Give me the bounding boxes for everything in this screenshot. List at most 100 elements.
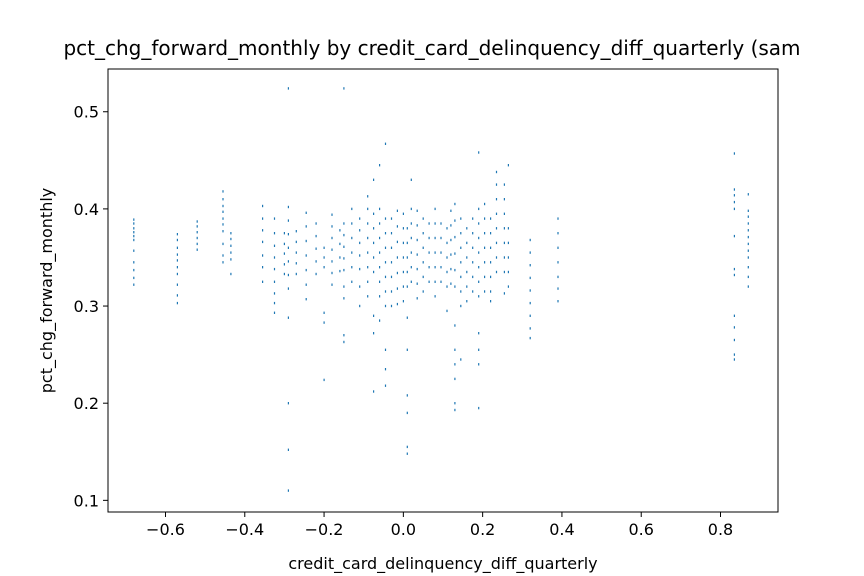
data-point xyxy=(406,411,408,415)
data-point xyxy=(402,270,404,274)
data-point xyxy=(733,200,735,204)
data-point xyxy=(466,270,468,274)
data-point xyxy=(454,268,456,272)
data-point xyxy=(379,207,381,211)
data-point xyxy=(176,246,178,249)
data-point xyxy=(373,212,375,215)
data-point xyxy=(396,209,398,212)
data-point xyxy=(416,282,418,285)
data-point xyxy=(273,292,276,295)
data-point xyxy=(133,231,135,234)
data-point xyxy=(295,230,297,233)
data-point xyxy=(428,222,430,225)
x-tick-label: 0.4 xyxy=(549,520,574,539)
data-point xyxy=(490,275,492,279)
y-axis-ticks: 0.1 0.2 0.3 0.4 0.5 xyxy=(74,103,108,510)
data-point xyxy=(133,222,135,225)
data-point xyxy=(273,244,276,247)
data-point xyxy=(351,251,353,254)
data-point xyxy=(450,224,452,227)
data-point xyxy=(507,270,509,274)
data-point xyxy=(196,220,198,223)
data-point xyxy=(287,219,289,222)
data-point xyxy=(133,283,135,286)
data-point xyxy=(557,300,559,303)
data-point xyxy=(472,217,474,220)
data-point xyxy=(315,222,317,225)
data-point xyxy=(262,266,264,269)
data-point xyxy=(472,246,474,249)
data-point xyxy=(460,275,462,279)
data-point xyxy=(379,295,381,298)
plot-frame xyxy=(107,68,779,513)
data-point xyxy=(396,256,398,259)
data-point xyxy=(440,222,442,225)
data-point xyxy=(379,164,381,167)
data-point xyxy=(410,207,412,211)
data-point xyxy=(351,280,353,283)
data-point xyxy=(222,230,224,233)
y-tick-label: 0.1 xyxy=(74,491,99,510)
data-point xyxy=(384,290,387,293)
data-point xyxy=(450,282,452,285)
data-point xyxy=(222,217,224,220)
data-point xyxy=(422,217,424,220)
data-point xyxy=(478,280,480,283)
data-point xyxy=(406,316,408,319)
data-point xyxy=(406,348,408,351)
data-point xyxy=(747,215,749,218)
data-point xyxy=(331,260,333,263)
data-point xyxy=(478,266,480,269)
data-point xyxy=(176,238,178,242)
data-point xyxy=(460,261,462,264)
data-point xyxy=(359,285,361,288)
data-point xyxy=(390,304,393,308)
data-point xyxy=(283,263,285,266)
data-point xyxy=(454,363,456,366)
data-point xyxy=(343,257,345,260)
data-point xyxy=(422,246,424,249)
data-point xyxy=(343,222,345,225)
data-point xyxy=(323,256,325,259)
data-point xyxy=(222,223,224,226)
data-point xyxy=(339,242,341,246)
data-point xyxy=(373,332,375,335)
data-point xyxy=(460,232,462,235)
x-tick-label: −0.4 xyxy=(225,520,264,539)
data-point xyxy=(315,234,317,238)
data-point xyxy=(384,232,387,235)
points-layer xyxy=(133,87,749,492)
data-point xyxy=(450,238,452,242)
data-point xyxy=(747,256,749,259)
x-axis-ticks: −0.6 −0.4 −0.2 0.0 0.2 0.4 0.6 0.8 xyxy=(146,512,733,539)
data-point xyxy=(406,445,408,449)
data-point xyxy=(273,280,276,283)
data-point xyxy=(454,408,456,412)
data-point xyxy=(747,275,749,279)
data-point xyxy=(287,260,289,263)
data-point xyxy=(454,285,456,288)
data-point xyxy=(410,251,412,254)
data-point xyxy=(747,209,749,212)
data-point xyxy=(410,266,412,269)
data-point xyxy=(402,241,404,245)
data-point xyxy=(478,207,480,211)
data-point xyxy=(507,227,509,230)
data-point xyxy=(359,254,361,257)
data-point xyxy=(402,212,404,215)
data-point xyxy=(273,217,276,220)
data-point xyxy=(343,268,345,272)
data-point xyxy=(315,260,317,263)
data-point xyxy=(287,402,289,405)
data-point xyxy=(557,275,559,279)
data-point xyxy=(133,276,135,280)
data-point xyxy=(196,225,198,228)
data-point xyxy=(503,241,505,245)
data-point xyxy=(343,340,345,344)
data-point xyxy=(373,270,375,274)
data-point xyxy=(367,236,369,240)
data-point xyxy=(454,252,456,255)
data-point xyxy=(557,232,559,235)
data-point xyxy=(503,198,505,201)
data-point xyxy=(390,261,393,264)
